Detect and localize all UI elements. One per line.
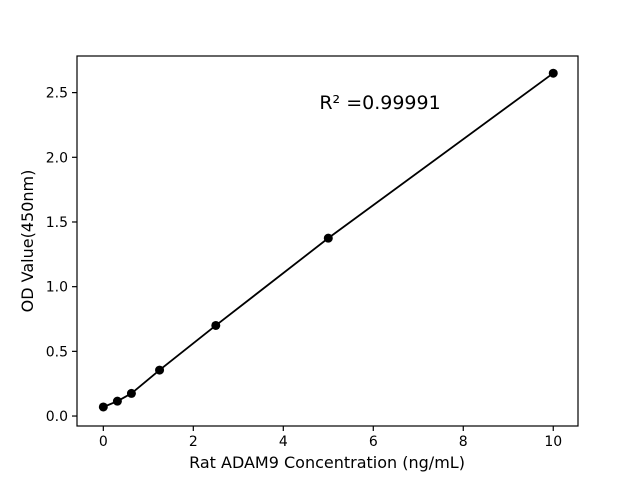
y-tick-label: 1.0 xyxy=(46,280,68,296)
r-squared-annotation: R² =0.99991 xyxy=(319,92,440,114)
y-tick-label: 1.5 xyxy=(46,215,68,231)
data-point xyxy=(155,365,165,375)
y-tick-label: 2.0 xyxy=(46,150,68,166)
y-tick-label: 0.0 xyxy=(46,409,68,425)
data-point xyxy=(323,233,333,243)
y-axis-label: OD Value(450nm) xyxy=(18,170,37,313)
y-tick-label: 0.5 xyxy=(46,344,68,360)
x-tick-label: 2 xyxy=(189,434,198,450)
data-point xyxy=(126,388,136,398)
x-axis-label: Rat ADAM9 Concentration (ng/mL) xyxy=(189,453,465,472)
x-tick-label: 10 xyxy=(544,434,562,450)
x-axis-ticks: 0 2 4 6 8 10 xyxy=(99,426,562,450)
data-point xyxy=(112,396,122,406)
x-tick-label: 4 xyxy=(279,434,288,450)
x-tick-label: 0 xyxy=(99,434,108,450)
x-tick-label: 6 xyxy=(369,434,378,450)
x-tick-label: 8 xyxy=(459,434,468,450)
data-point xyxy=(211,320,221,330)
y-tick-label: 2.5 xyxy=(46,86,68,102)
data-point xyxy=(548,68,558,78)
plot-area xyxy=(76,55,579,427)
y-axis-ticks: 0.0 0.5 1.0 1.5 2.0 2.5 xyxy=(46,86,77,425)
data-point xyxy=(98,402,108,412)
data-series xyxy=(98,68,558,412)
